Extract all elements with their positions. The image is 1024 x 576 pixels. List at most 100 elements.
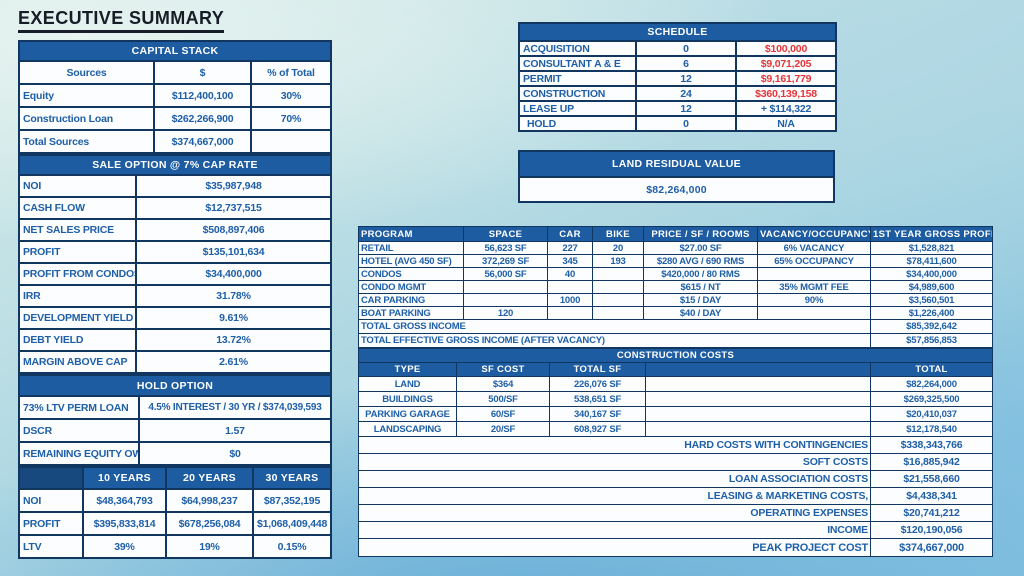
cell-label: CONDO MGMT (358, 280, 464, 294)
col-header: TYPE (358, 362, 457, 377)
peak-project-cost-label: PEAK PROJECT COST (358, 538, 871, 557)
table-row: DSCR 1.57 (18, 418, 332, 443)
cell-value: 193 (592, 254, 644, 268)
cell-months: 0 (635, 115, 737, 132)
cell-total-sf: 538,651 SF (549, 391, 646, 407)
col-header: PROGRAM (358, 226, 464, 242)
cell-cost: $360,139,158 (735, 85, 837, 102)
cell-months: 12 (635, 70, 737, 87)
cell-value: $135,101,634 (134, 240, 333, 264)
summary-label: OPERATING EXPENSES (358, 504, 871, 522)
construction-costs-header: CONSTRUCTION COSTS (357, 348, 994, 363)
land-residual-section: LAND RESIDUAL VALUE $82,264,000 (518, 150, 835, 203)
cell-value (592, 267, 644, 281)
cell-sf-cost: 60/SF (456, 406, 550, 422)
cell-value: 1.57 (138, 418, 332, 443)
table-row: LANDSCAPING 20/SF 608,927 SF $12,178,540 (358, 421, 994, 437)
cell-label: CONSULTANT A & E (518, 55, 637, 72)
cell-label: PROFIT FROM CONDOS (18, 262, 137, 286)
corner-cell (18, 466, 84, 490)
total-row: TOTAL EFFECTIVE GROSS INCOME (AFTER VACA… (358, 333, 993, 348)
table-row: CONDOS 56,000 SF 40 $420,000 / 80 RMS $34,40… (358, 267, 993, 281)
cell-type: BUILDINGS (358, 391, 457, 407)
cell-label: HOTEL (AVG 450 SF) (358, 254, 464, 268)
schedule-table: SCHEDULE ACQUISITION 0 $100,000 CONSULTANT… (518, 22, 837, 132)
cell-value: 6% VACANCY (757, 241, 871, 255)
table-row: CASH FLOW $12,737,515 (18, 196, 333, 220)
cell-value: 1000 (547, 293, 593, 307)
table-row: 73% LTV PERM LOAN 4.5% INTEREST / 30 YR /… (18, 395, 332, 420)
col-header: PRICE / SF / ROOMS (643, 226, 758, 242)
cell-label: 73% LTV PERM LOAN (18, 395, 140, 420)
cell-value: 9.61% (134, 306, 333, 330)
cell-total: $269,325,500 (869, 391, 994, 407)
cell-empty (645, 376, 871, 392)
cell-label: MARGIN ABOVE CAP (18, 350, 137, 374)
cell-value: $87,352,195 (252, 488, 332, 513)
cell-label: DEVELOPMENT YIELD (18, 306, 137, 330)
table-row: BOAT PARKING 120 $40 / DAY $1,226,400 (358, 306, 993, 320)
summary-row: LOAN ASSOCIATION COSTS $21,558,660 (358, 470, 994, 488)
col-header: 20 YEARS (165, 466, 254, 490)
cell-value: $12,737,515 (134, 196, 333, 220)
program-section: PROGRAM SPACE CAR BIKE PRICE / SF / ROOM… (357, 226, 994, 557)
table-row: NET SALES PRICE $508,897,406 (18, 218, 333, 242)
col-header: Sources (18, 60, 155, 85)
table-row: DEVELOPMENT YIELD 9.61% (18, 306, 333, 330)
summary-row: LEASING & MARKETING COSTS, $4,438,341 (358, 487, 994, 505)
cell-value: 2.61% (134, 350, 333, 374)
col-header: BIKE (592, 226, 644, 242)
schedule-header: SCHEDULE (518, 22, 837, 42)
summary-row: SOFT COSTS $16,885,942 (358, 453, 994, 471)
table-row: CAR PARKING 1000 $15 / DAY 90% $3,560,501 (358, 293, 993, 307)
table-row: LEASE UP 12 + $114,322 (518, 100, 837, 117)
cell-type: LANDSCAPING (358, 421, 457, 437)
cell-value: $34,400,000 (134, 262, 333, 286)
cell-label: PROFIT (18, 240, 137, 264)
cell-value (757, 267, 871, 281)
cell-total-sf: 340,167 SF (549, 406, 646, 422)
table-row: MARGIN ABOVE CAP 2.61% (18, 350, 333, 374)
summary-value: $120,190,056 (869, 521, 994, 539)
cell-label: Total Sources (18, 129, 155, 154)
cell-value (592, 280, 644, 294)
summary-value: $16,885,942 (869, 453, 994, 471)
cell-value: $78,411,600 (870, 254, 993, 268)
col-header: SPACE (463, 226, 548, 242)
table-row: NOI $48,364,793 $64,998,237 $87,352,195 (18, 488, 332, 513)
cell-sf-cost: 500/SF (456, 391, 550, 407)
sale-option-table: SALE OPTION @ 7% CAP RATE NOI $35,987,948… (17, 154, 333, 374)
cell-label: CASH FLOW (18, 196, 137, 220)
summary-label: LOAN ASSOCIATION COSTS (358, 470, 871, 488)
cell-value (463, 293, 548, 307)
hold-years-table: 10 YEARS 20 YEARS 30 YEARS NOI $48,364,793 $… (18, 466, 332, 559)
table-row: LTV 39% 19% 0.15% (18, 534, 332, 559)
cell-cost: + $114,322 (735, 100, 837, 117)
cell-value: $508,897,406 (134, 218, 333, 242)
cell-value: 120 (463, 306, 548, 320)
capital-stack-header: CAPITAL STACK (18, 40, 332, 62)
cell-label: REMAINING EQUITY OWED (18, 441, 140, 466)
summary-row: HARD COSTS WITH CONTINGENCIES $338,343,76… (358, 436, 994, 454)
table-row: RETAIL 56,623 SF 227 20 $27.00 SF 6% VACANCY $… (358, 241, 993, 255)
col-header: % of Total (250, 60, 332, 85)
hold-option-header: HOLD OPTION (18, 374, 332, 397)
cell-value: $40 / DAY (643, 306, 758, 320)
col-header: TOTAL (869, 362, 994, 377)
summary-value: $21,558,660 (869, 470, 994, 488)
summary-label: SOFT COSTS (358, 453, 871, 471)
cell-total-sf: 608,927 SF (549, 421, 646, 437)
cell-type: LAND (358, 376, 457, 392)
col-header: CAR (547, 226, 593, 242)
cell-cost: $9,161,779 (735, 70, 837, 87)
cell-label: NOI (18, 488, 84, 513)
table-row: CONDO MGMT $615 / NT 35% MGMT FEE $4,989,60… (358, 280, 993, 294)
cell-value (250, 129, 332, 154)
cell-value: $615 / NT (643, 280, 758, 294)
sale-option-header: SALE OPTION @ 7% CAP RATE (17, 154, 333, 176)
cell-value: $374,667,000 (153, 129, 252, 154)
col-header: VACANCY/OCCUPANCY (757, 226, 871, 242)
cell-value (463, 280, 548, 294)
cell-value: 372,269 SF (463, 254, 548, 268)
